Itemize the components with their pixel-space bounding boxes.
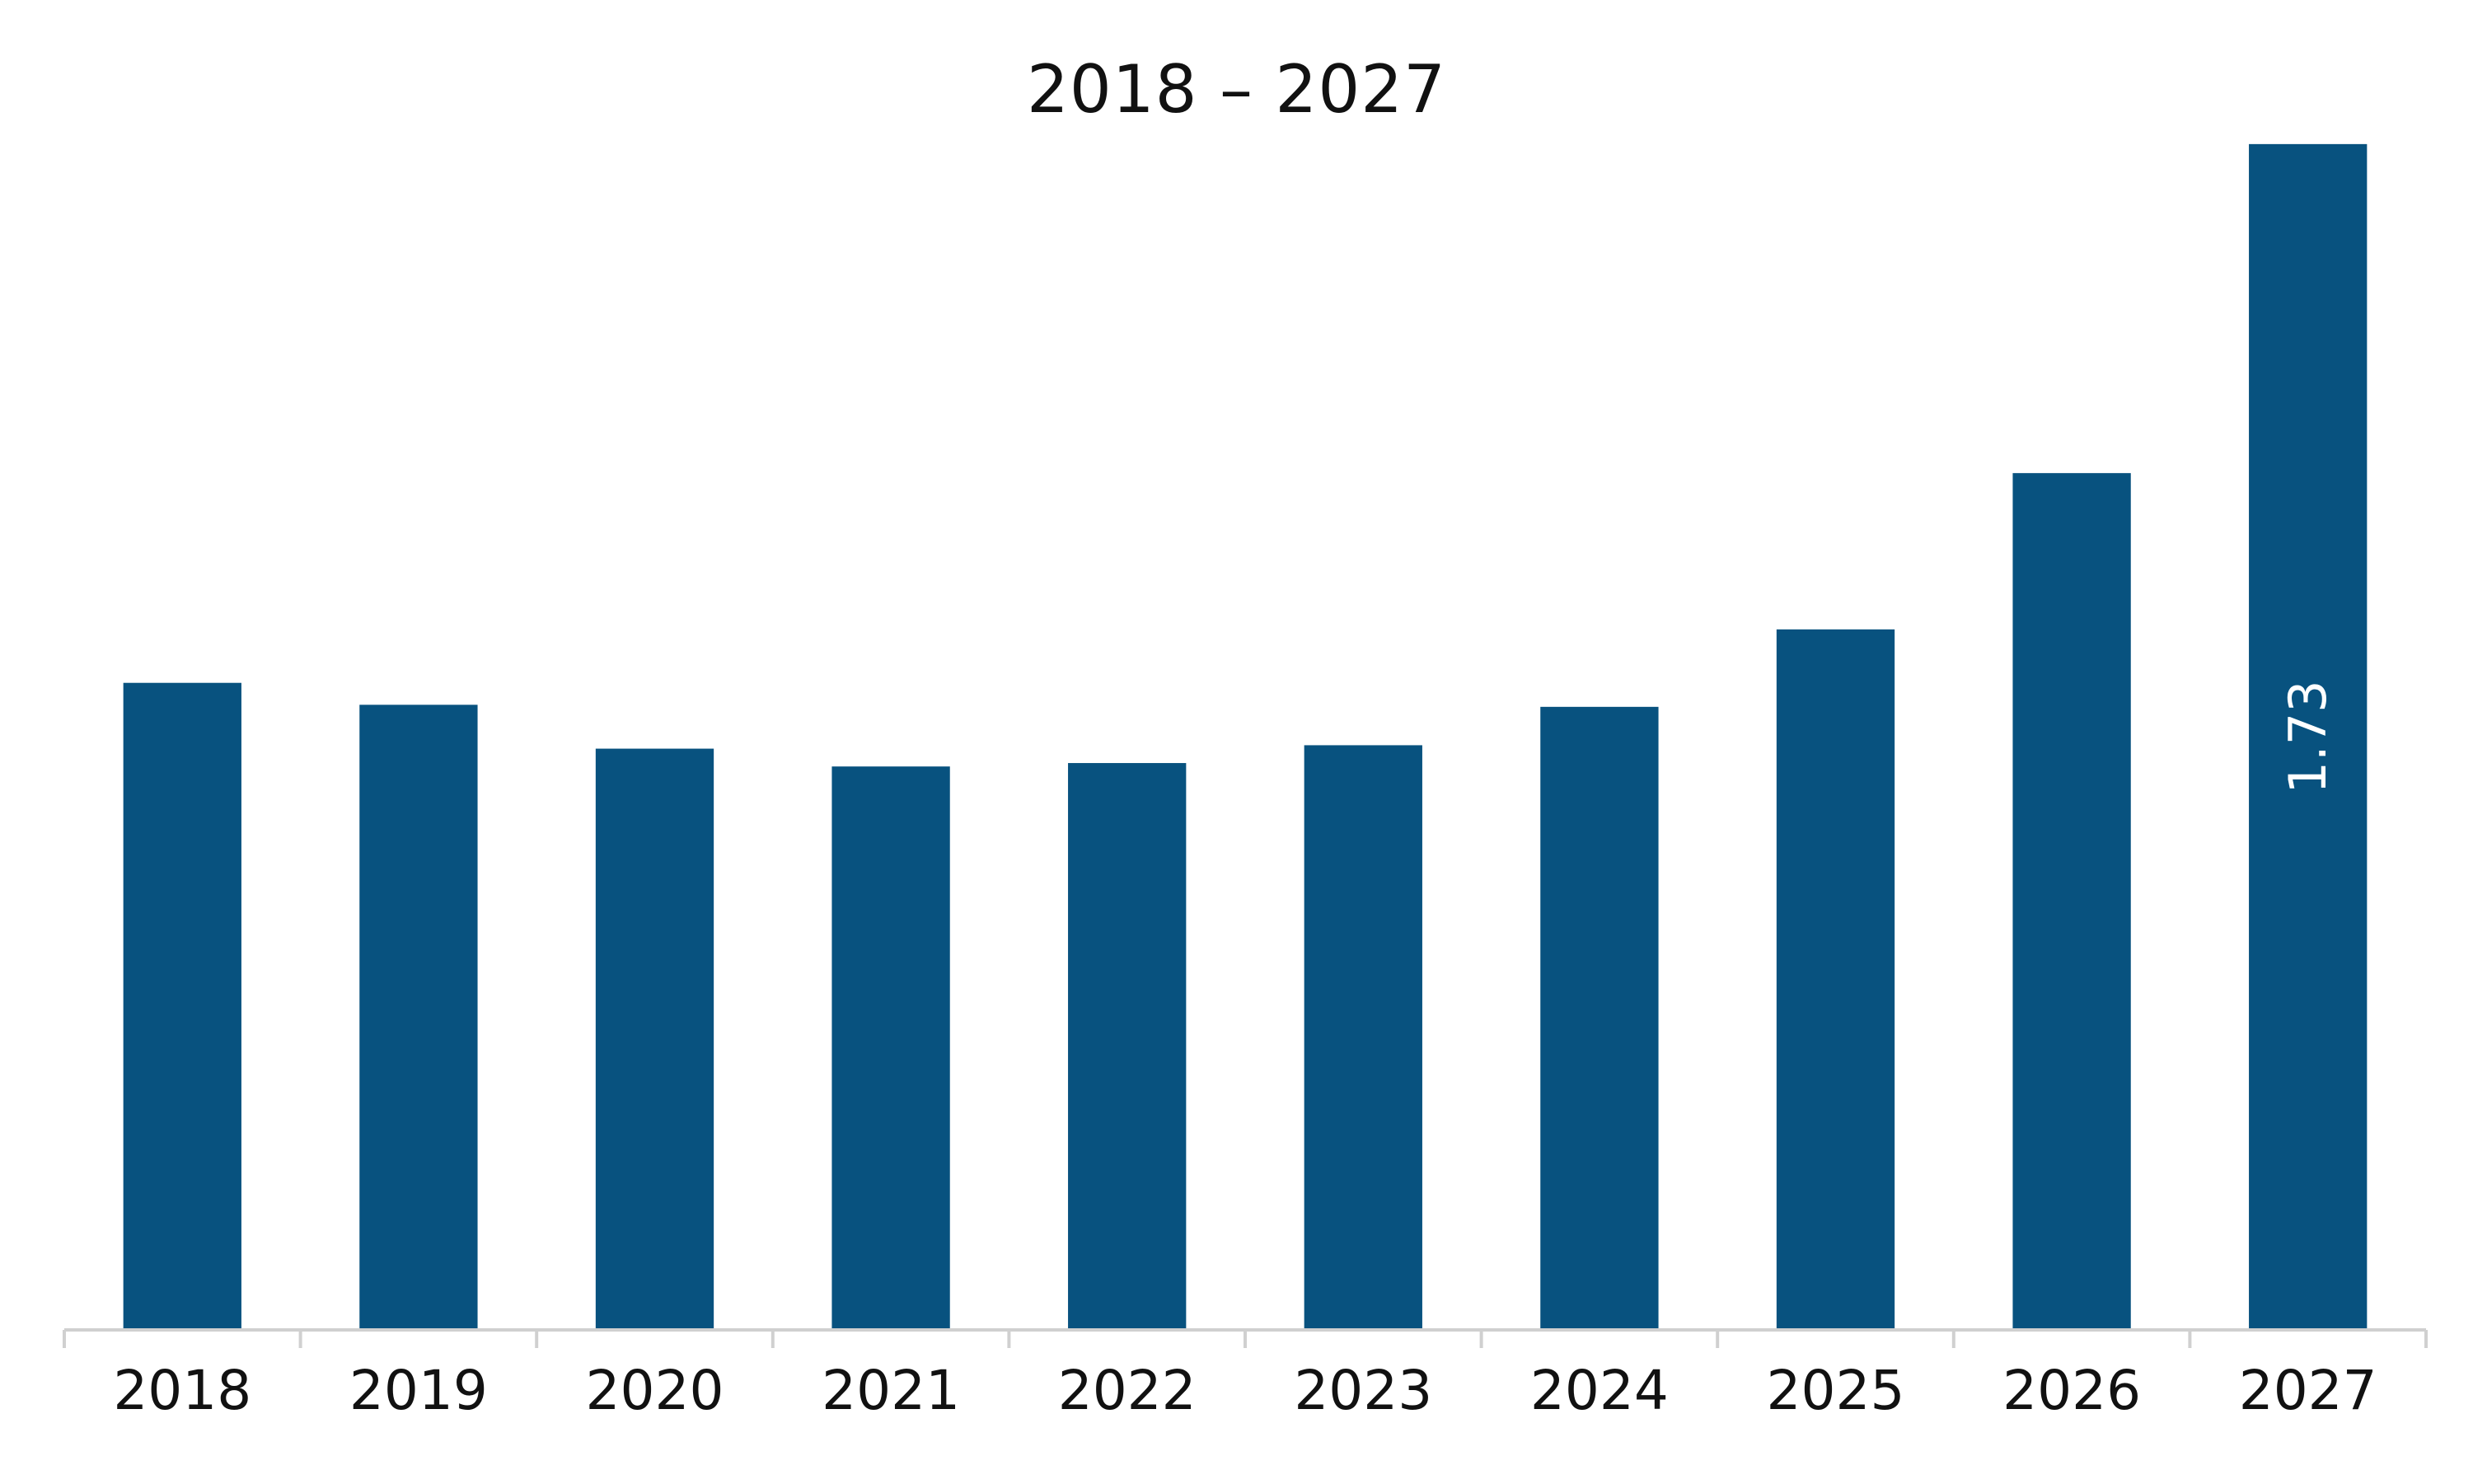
bar-2026 xyxy=(2012,473,2131,1331)
bar-2024 xyxy=(1540,706,1659,1330)
bar-2023 xyxy=(1304,745,1422,1330)
data-labels-layer: 1.73 xyxy=(2278,680,2338,793)
chart-title: 2018 – 2027 xyxy=(1026,51,1447,128)
x-axis xyxy=(63,1328,2428,1348)
x-tick-label-2025: 2025 xyxy=(1767,1359,1905,1422)
bar-2020 xyxy=(595,748,714,1330)
x-tick-label-2021: 2021 xyxy=(822,1359,960,1422)
x-tick-label-2020: 2020 xyxy=(586,1359,724,1422)
bar-2022 xyxy=(1068,763,1187,1330)
x-tick-label-2027: 2027 xyxy=(2239,1359,2377,1422)
bars-layer xyxy=(123,143,2368,1331)
bar-2027 xyxy=(2249,143,2368,1330)
x-tick-label-2024: 2024 xyxy=(1530,1359,1669,1422)
bar-2021 xyxy=(831,766,950,1330)
x-tick-label-2026: 2026 xyxy=(2002,1359,2141,1422)
bar-2025 xyxy=(1776,629,1895,1330)
x-tick-label-2022: 2022 xyxy=(1058,1359,1197,1422)
x-tick-label-2023: 2023 xyxy=(1294,1359,1432,1422)
data-label-2027: 1.73 xyxy=(2278,680,2338,793)
x-tick-labels: 2018 2019 2020 2021 2022 2023 2024 2025 2026 2027 xyxy=(113,1359,2377,1422)
x-tick-label-2019: 2019 xyxy=(349,1359,488,1422)
bar-2019 xyxy=(359,705,478,1330)
bar-2018 xyxy=(123,682,241,1330)
x-tick-label-2018: 2018 xyxy=(113,1359,251,1422)
